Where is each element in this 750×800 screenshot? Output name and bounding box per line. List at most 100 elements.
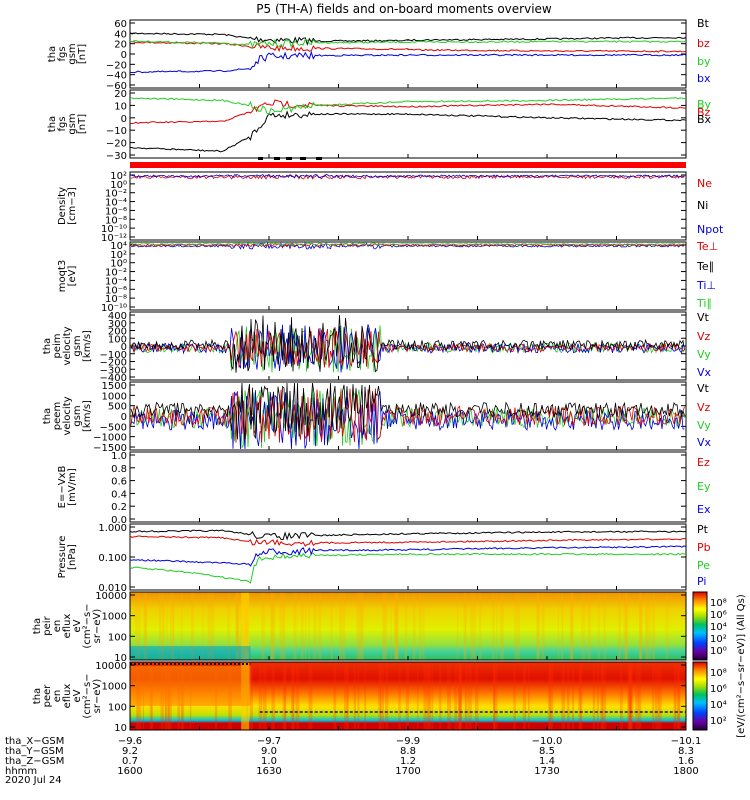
y-tick-label: 1500 <box>102 381 127 392</box>
spectrogram-stripe <box>270 592 274 660</box>
y-tick-label: −20 <box>106 60 127 71</box>
y-tick-label: 300 <box>108 319 127 330</box>
legend-entry: Ey <box>697 480 711 493</box>
y-axis-label: Pressure <box>57 536 68 579</box>
spectrogram-stripe <box>304 592 307 660</box>
spectrogram-stripe <box>627 662 632 730</box>
spectrogram-stripe <box>597 592 600 660</box>
spectrogram-stripe <box>282 662 287 730</box>
y-axis-label: [km/s] <box>82 330 93 362</box>
y-axis-label: velocity <box>62 326 73 365</box>
spectrogram-stripe <box>458 662 462 730</box>
spectrogram-stripe <box>458 662 462 730</box>
legend-entry: Bt <box>697 17 710 30</box>
spectrogram-stripe <box>143 592 146 660</box>
spectrogram-band <box>130 666 251 706</box>
legend-entry: Vt <box>697 382 710 395</box>
y-axis-label: gsm <box>67 43 78 64</box>
y-axis-label: E=−VxB <box>57 466 68 509</box>
y-tick-label: 10⁻² <box>105 189 127 200</box>
spectrogram-stripe <box>464 592 467 660</box>
spectrogram-stripe <box>493 662 495 730</box>
spectrogram-stripe <box>378 662 381 730</box>
panel-frame <box>129 171 687 241</box>
spectrogram-stripe <box>644 592 648 660</box>
y-tick-label: −40 <box>106 71 127 82</box>
colorbar-tick-label: 10⁰ <box>710 646 727 657</box>
y-tick-label: 0 <box>121 342 127 353</box>
spectrogram-stripe <box>578 662 583 730</box>
spectrogram-stripe <box>353 662 357 730</box>
spectrogram-stripe <box>493 662 496 730</box>
spectrogram-stripe <box>561 662 566 730</box>
y-tick-label: 200 <box>108 327 127 338</box>
y-tick-label: −30 <box>106 151 127 162</box>
y-axis-label: velocity <box>62 396 73 435</box>
legend-entry: Ti∥ <box>696 297 712 310</box>
x-axis-value: 1630 <box>256 766 281 777</box>
x-axis-value: 9.0 <box>261 746 277 757</box>
spectrogram-band <box>130 646 251 660</box>
legend-entry: Bz <box>697 106 711 119</box>
legend-entry: Pt <box>697 523 709 536</box>
spectrogram-stripe <box>528 662 530 730</box>
spectrogram-stripe <box>202 592 204 660</box>
spectrogram-stripe <box>291 662 295 730</box>
spectrogram-stripe <box>648 592 651 660</box>
trace <box>130 388 685 443</box>
legend-entry: Ne <box>697 177 712 190</box>
colorbar <box>692 591 708 661</box>
spectrogram-stripe <box>236 592 240 660</box>
y-tick-label: −300 <box>100 365 127 376</box>
y-axis-label: eV <box>72 689 83 702</box>
spectrogram-stripe <box>364 662 367 730</box>
spectrogram-stripe <box>279 592 284 660</box>
spectrogram-stripe <box>582 592 586 660</box>
x-axis-value: −9.9 <box>396 736 420 747</box>
panel-10: 10000 1000 100 10 tha peer en eflux eV (cm²−s− sr−… <box>32 661 687 734</box>
spectrogram-stripe <box>180 592 183 660</box>
x-axis-value: 1.2 <box>400 756 416 767</box>
panel-frame <box>129 19 687 89</box>
spectrogram-stripe <box>308 662 313 730</box>
spectrogram-stripe <box>423 662 428 730</box>
series-line-bx <box>129 110 687 153</box>
y-tick-label: 10⁻¹⁰ <box>101 303 127 314</box>
spectrogram-stripe <box>158 592 162 660</box>
y-axis-label: peem <box>52 402 63 430</box>
y-tick-label: 0.100 <box>98 553 127 564</box>
y-axis-label: gsm <box>72 405 83 426</box>
y-axis-label: tha <box>47 116 58 132</box>
spectrogram-stripe <box>603 592 606 660</box>
spectrogram-stripe <box>541 592 545 660</box>
spectrogram-stripe <box>470 592 474 660</box>
spectrogram-stripe <box>412 592 416 660</box>
spectrogram-stripe <box>318 592 322 660</box>
y-tick-label: 10² <box>110 250 127 261</box>
y-axis-label: tha <box>47 46 58 62</box>
spectrogram-stripe <box>342 592 346 660</box>
y-tick-label: 10⁴ <box>110 241 127 252</box>
y-tick-label: 10⁻¹² <box>101 233 127 244</box>
spectrogram-stripe <box>428 662 432 730</box>
spectrogram-stripe <box>261 592 265 660</box>
colorbar-tick-label: 10⁶ <box>710 610 727 621</box>
trace <box>130 241 685 250</box>
x-axis-value: −10.0 <box>532 736 563 747</box>
legend-entry: Vz <box>697 330 711 343</box>
x-axis-row-label: tha_Y−GSM <box>5 746 64 757</box>
colorbar-label: [eV/(cm²−s−sr−eV)] (All Qs) <box>736 594 747 738</box>
spectrogram-stripe <box>638 662 642 730</box>
spectrogram-stripe <box>207 592 212 660</box>
y-tick-label: 0 <box>121 50 127 61</box>
spectrogram-stripe <box>629 662 632 730</box>
spectrogram-stripe <box>475 662 479 730</box>
legend-entry: Bx <box>697 113 712 126</box>
spectrogram-stripe <box>308 592 310 660</box>
legend-entry: Vz <box>697 401 711 414</box>
y-tick-label: 0.4 <box>111 489 127 500</box>
spectrogram-stripe <box>360 592 364 660</box>
spectrogram-stripe <box>258 662 263 730</box>
